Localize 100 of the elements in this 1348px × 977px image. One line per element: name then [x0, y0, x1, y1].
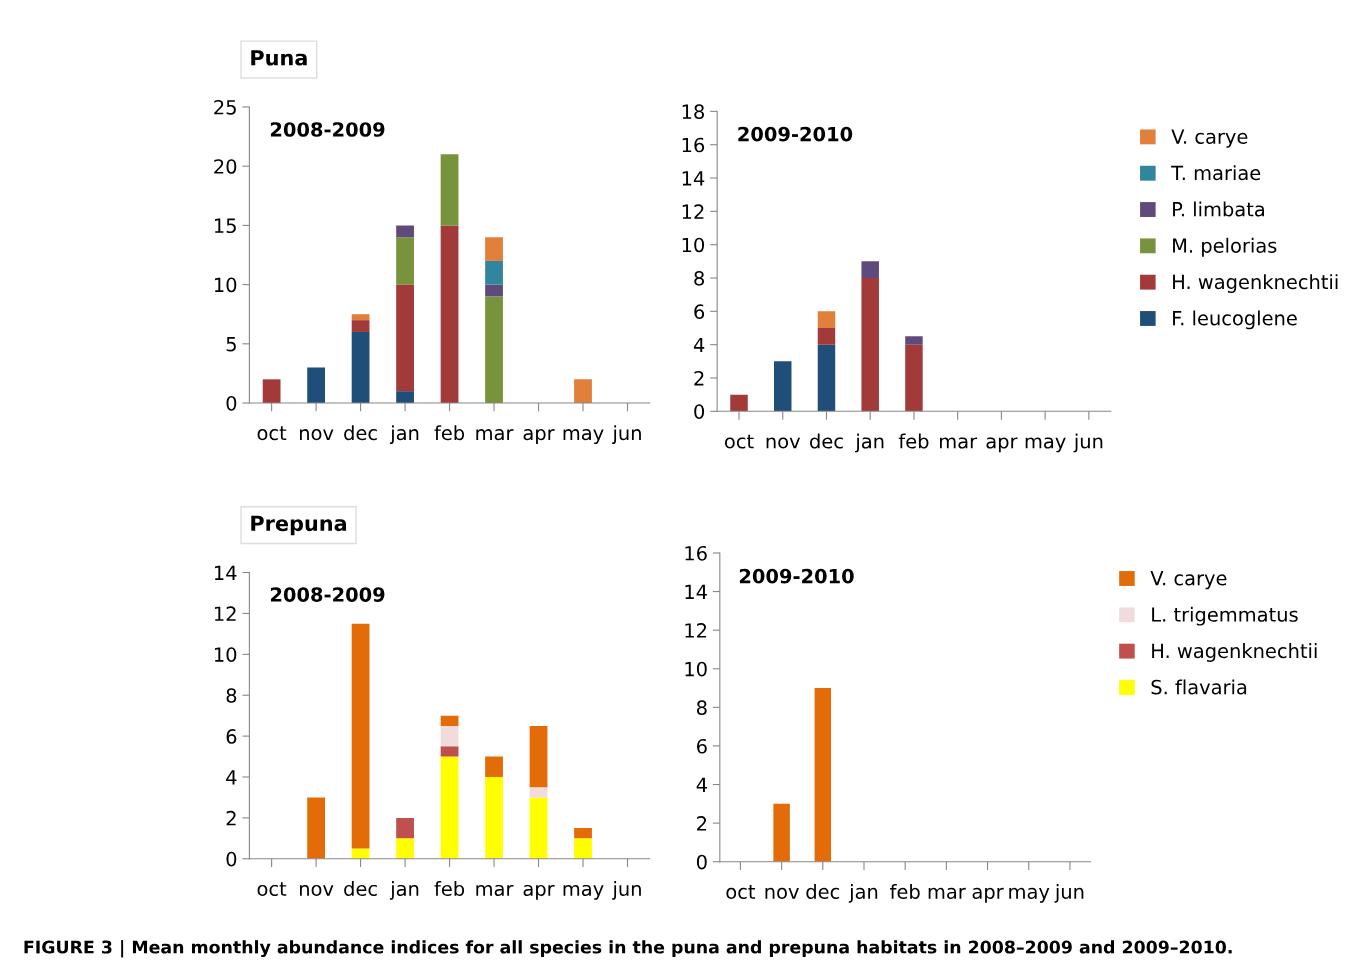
bar	[574, 828, 592, 839]
x-tick-label: apr	[523, 884, 555, 900]
y-tick-label: 14	[214, 565, 237, 580]
legend-label: L. trigemmatus	[1152, 606, 1298, 626]
x-tick-label: oct	[257, 882, 287, 897]
y-tick-label: 0	[696, 854, 707, 870]
x-tick-label: feb	[434, 881, 465, 897]
x-tick-label: jun	[1054, 883, 1084, 903]
bar	[262, 379, 281, 404]
x-tick-label: may	[1009, 887, 1050, 903]
bar	[351, 314, 370, 321]
x-tick-label: feb	[898, 433, 929, 449]
y-tick-label: 0	[694, 404, 705, 419]
x-tick-label: dec	[344, 425, 377, 441]
bar	[351, 320, 370, 332]
y-tick-label: 4	[693, 337, 705, 353]
y-tick-label: 18	[682, 104, 704, 120]
y-tick-label: 10	[214, 647, 237, 662]
x-tick-label: feb	[434, 425, 465, 441]
caption: FIGURE 3 | Mean monthly abundance indices for all species in the puna and prepuna habitats in 2008–2009 and 2009–2010.	[24, 940, 1232, 958]
y-tick-label: 10	[214, 277, 237, 293]
y-tick-label: 2	[226, 810, 236, 826]
bar	[440, 715, 459, 726]
y-tick-label: 6	[697, 738, 707, 754]
bar	[396, 284, 414, 392]
x-tick-label: dec	[806, 883, 840, 899]
bar	[485, 284, 503, 297]
bar	[485, 776, 503, 859]
bar	[440, 225, 459, 404]
y-tick-label: 8	[694, 270, 704, 286]
x-tick-label: may	[1025, 437, 1066, 453]
bar	[817, 328, 836, 345]
bar	[529, 797, 548, 859]
x-tick-label: jun	[1073, 433, 1103, 453]
x-tick-label: mar	[476, 884, 514, 897]
y-tick-label: 10	[685, 661, 707, 677]
bar	[861, 261, 879, 279]
x-tick-label: jan	[389, 881, 419, 900]
legend-label: V. carye	[1150, 571, 1227, 590]
y-tick-label: 14	[682, 171, 705, 186]
x-tick-label: may	[563, 884, 604, 900]
bar	[730, 394, 748, 412]
bar	[396, 225, 414, 238]
y-tick-label: 6	[226, 729, 237, 744]
bar	[396, 817, 414, 839]
x-tick-label: mar	[940, 437, 978, 449]
bar	[529, 787, 548, 798]
bar	[861, 278, 879, 412]
text: 2008-2009	[270, 587, 385, 602]
y-tick-label: 8	[696, 700, 707, 716]
bar	[485, 296, 503, 404]
y-tick-label: 2	[694, 370, 704, 386]
legend-label: H. wagenknechtii	[1173, 274, 1338, 293]
y-tick-label: 5	[226, 337, 236, 352]
x-tick-label: apr	[523, 429, 555, 445]
y-tick-label: 12	[685, 623, 707, 638]
y-tick-label: 8	[226, 688, 237, 703]
y-tick-label: 12	[214, 606, 236, 621]
x-tick-label: mar	[928, 887, 966, 899]
legend-label: T. mariae	[1171, 165, 1261, 181]
bar	[440, 725, 459, 747]
y-tick-label: 16	[682, 137, 705, 153]
bar	[485, 237, 503, 261]
text: 2008-2009	[270, 122, 385, 137]
bar	[440, 746, 459, 757]
y-tick-label: 20	[214, 159, 237, 174]
x-tick-label: nov	[300, 429, 334, 441]
bar	[396, 391, 414, 404]
y-tick-label: 10	[682, 237, 705, 253]
bar	[773, 361, 792, 412]
bar	[485, 260, 503, 285]
bar	[396, 838, 414, 859]
x-tick-label: jan	[855, 433, 884, 453]
bar	[905, 344, 923, 412]
text: 2009-2010	[739, 568, 854, 584]
x-tick-label: jun	[612, 881, 641, 900]
legend-label: V. carye	[1171, 129, 1248, 148]
x-tick-label: apr	[986, 437, 1018, 453]
x-tick-label: oct	[257, 426, 287, 441]
bar	[574, 838, 592, 859]
x-tick-label: nov	[300, 884, 334, 897]
bar	[440, 756, 459, 859]
bar	[817, 311, 836, 328]
y-tick-label: 4	[226, 770, 237, 785]
y-tick-label: 25	[214, 99, 236, 115]
y-tick-label: 4	[696, 777, 707, 792]
bar	[440, 154, 459, 226]
x-tick-label: jun	[612, 425, 641, 445]
legend-label: S. flavaria	[1151, 679, 1247, 695]
x-tick-label: jan	[389, 425, 419, 445]
bar	[307, 797, 325, 859]
x-tick-label: may	[563, 429, 604, 445]
x-tick-label: dec	[810, 433, 843, 449]
chart-title: Puna	[251, 50, 307, 66]
bar	[351, 623, 370, 849]
bar	[574, 379, 592, 404]
bar	[529, 725, 548, 788]
legend-label: P. limbata	[1173, 201, 1264, 217]
legend-label: F. leucoglene	[1173, 310, 1297, 330]
legend-label: H. wagenknechtii	[1152, 643, 1317, 662]
